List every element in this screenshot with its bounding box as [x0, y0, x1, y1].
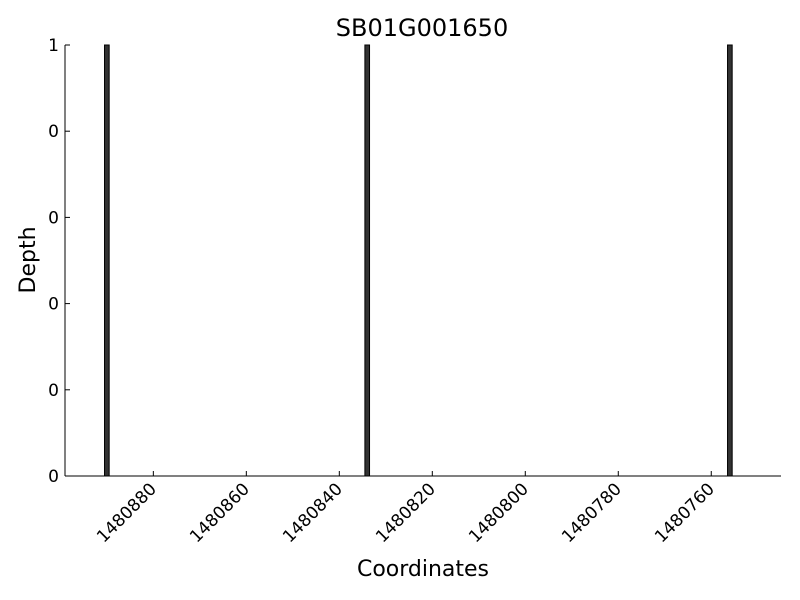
- x-tick-label: 1480760: [651, 479, 719, 547]
- bar: [104, 44, 110, 477]
- x-tick-label: 1480800: [465, 479, 533, 547]
- bar: [727, 44, 733, 477]
- y-tick-label: 1: [48, 36, 59, 56]
- y-tick-label: 0: [48, 381, 59, 401]
- x-tick-label: 1480840: [279, 479, 347, 547]
- y-axis-label: Depth: [16, 226, 41, 293]
- x-tick-label: 1480880: [93, 479, 161, 547]
- x-tick-label: 1480820: [372, 479, 440, 547]
- y-tick-label: 0: [48, 467, 59, 487]
- y-tick-label: 0: [48, 295, 59, 315]
- chart-title: SB01G001650: [336, 14, 508, 42]
- bar: [364, 44, 371, 477]
- x-tick-label: 1480780: [558, 479, 626, 547]
- y-tick-label: 0: [48, 122, 59, 142]
- x-tick-label: 1480860: [186, 479, 254, 547]
- x-axis-label: Coordinates: [357, 557, 489, 582]
- y-tick-label: 0: [48, 208, 59, 228]
